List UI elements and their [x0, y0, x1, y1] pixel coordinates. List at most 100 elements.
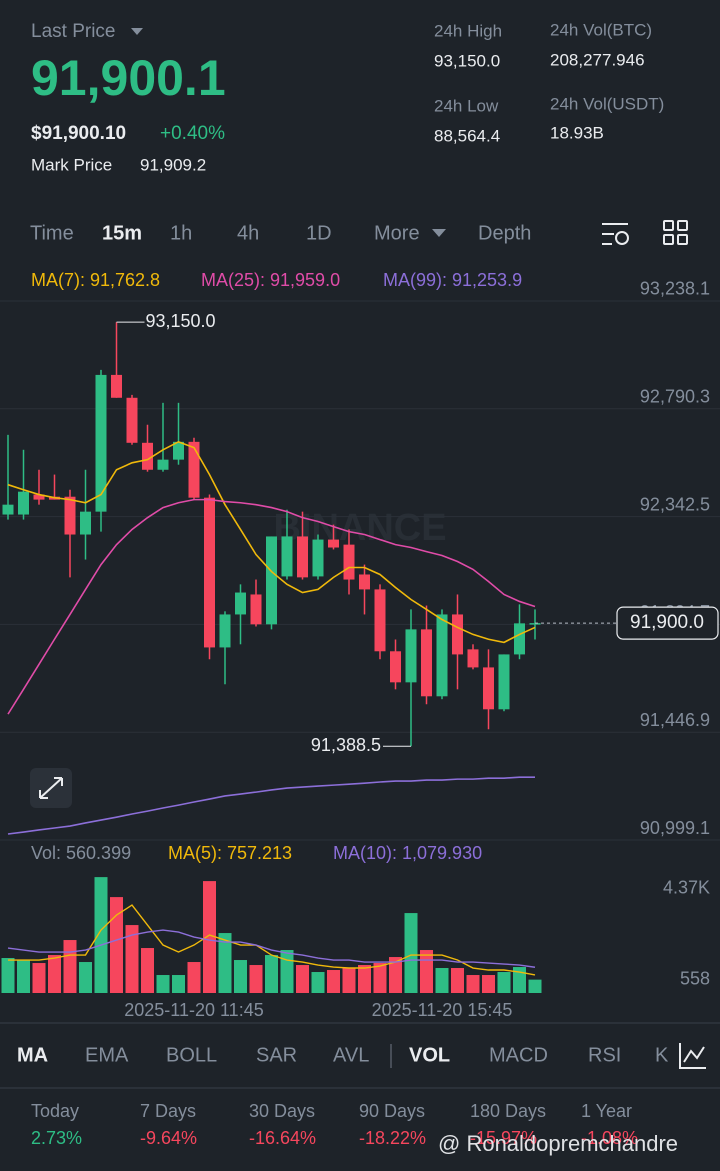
candle-body [421, 629, 432, 697]
legend-entry: MA(7): 91,762.8 [31, 270, 160, 290]
candle-body [188, 441, 200, 498]
stat-label: 24h Low [434, 96, 499, 115]
performance-label: 1 Year [581, 1101, 632, 1121]
candle-body [95, 374, 107, 512]
volume-bar [79, 962, 92, 993]
candle-body [483, 667, 494, 710]
performance-value: -15.97% [470, 1128, 537, 1148]
candle-body [297, 536, 308, 578]
indicator-tab[interactable]: SAR [256, 1044, 297, 1066]
layout-icon[interactable] [663, 220, 688, 245]
dropdown-icon[interactable] [131, 28, 143, 35]
ma-line [7, 440, 536, 644]
volume-bar [218, 933, 232, 993]
indicator-tab[interactable]: K [655, 1044, 669, 1066]
performance-label: Today [31, 1101, 79, 1121]
volume-legend: Vol: 560.399 [31, 843, 131, 863]
candle-body [219, 614, 231, 648]
candle-body [80, 511, 91, 535]
performance-value: -9.64% [140, 1128, 197, 1148]
volume-bar [94, 877, 108, 993]
volume-bar [497, 972, 511, 993]
ma-line [7, 498, 536, 715]
candle-body [312, 539, 324, 577]
candle-body [64, 496, 76, 535]
volume-bar [420, 950, 433, 993]
stat-label: 24h Vol(BTC) [550, 20, 652, 39]
indicator-tab[interactable]: EMA [85, 1044, 129, 1066]
volume-ma-line [8, 904, 536, 976]
volume-bar [203, 881, 216, 993]
mark-price-label: Mark Price [31, 155, 112, 174]
volume-bar [435, 968, 449, 993]
candle-body [235, 592, 246, 615]
volume-bar [172, 975, 185, 993]
indicator-tab[interactable]: VOL [409, 1044, 450, 1066]
volume-bar [63, 940, 77, 993]
y-tick-label: 4.37K [663, 878, 710, 898]
volume-bar [389, 957, 402, 993]
candle-body [498, 654, 510, 710]
volume-bar [141, 948, 154, 993]
volume-bar [311, 972, 325, 993]
last-price-label: 91,900.0 [630, 612, 704, 633]
settings-icon[interactable] [602, 223, 629, 245]
volume-bar [373, 963, 387, 993]
candle-body [142, 442, 153, 470]
last-price: 91,900.1 [31, 50, 226, 106]
candle-body [328, 539, 339, 548]
indicator-tab[interactable]: RSI [588, 1044, 621, 1066]
performance-value: -1.08% [581, 1128, 638, 1148]
y-tick-label: 90,999.1 [640, 818, 710, 838]
timeframe-tab[interactable]: 4h [237, 222, 259, 244]
volume-bar [110, 897, 123, 993]
candle-body [18, 491, 29, 515]
dropdown-icon[interactable] [432, 229, 446, 237]
volume-bar [327, 970, 340, 993]
indicator-tab[interactable]: BOLL [166, 1044, 217, 1066]
volume-bar [249, 965, 263, 993]
y-tick-label: 93,238.1 [640, 279, 710, 299]
volume-bar [280, 950, 294, 993]
timeframe-tab[interactable]: 1h [170, 222, 192, 244]
expand-icon[interactable] [39, 777, 63, 799]
performance-value: -18.22% [359, 1128, 426, 1148]
timeframe-tab[interactable]: Time [30, 222, 74, 244]
last-price-label[interactable]: Last Price [31, 21, 115, 42]
candle-body [529, 623, 541, 625]
volume-ma-line [7, 929, 536, 968]
volume-bar [187, 962, 201, 993]
volume-bar [265, 955, 278, 993]
timeframe-tab[interactable]: Depth [478, 222, 531, 244]
volume-bar [342, 968, 356, 993]
timeframe-tab[interactable]: More [374, 222, 420, 244]
indicator-settings-icon[interactable] [679, 1043, 706, 1069]
timeframe-tab[interactable]: 15m [102, 222, 142, 244]
candle-body [343, 544, 355, 580]
candle-body [157, 459, 169, 470]
annotation-label: 91,388.5 [311, 735, 381, 755]
volume-bar [466, 975, 480, 993]
candle-body [436, 614, 448, 697]
x-tick-label: 2025-11-20 11:45 [124, 1000, 263, 1020]
mark-price: 91,909.2 [140, 155, 206, 174]
candle-body [452, 614, 463, 655]
timeframe-tab[interactable]: 1D [306, 222, 332, 244]
candle-body [390, 651, 401, 683]
indicator-tab[interactable]: AVL [333, 1044, 369, 1066]
volume-bar [17, 960, 30, 993]
volume-bar [451, 968, 464, 993]
y-tick-label: 92,342.5 [640, 494, 710, 514]
volume-bar [404, 913, 418, 993]
candle-body [374, 589, 386, 652]
performance-label: 7 Days [140, 1101, 196, 1121]
volume-bar [156, 975, 170, 993]
stat-label: 24h Vol(USDT) [550, 94, 664, 113]
performance-value: 2.73% [31, 1128, 82, 1148]
indicator-tab[interactable]: MACD [489, 1044, 548, 1066]
candle-body [266, 536, 277, 625]
watermark: @ Ronaldopremchandre [438, 1131, 678, 1156]
indicator-tab[interactable]: MA [17, 1044, 48, 1066]
candle-body [111, 374, 122, 398]
